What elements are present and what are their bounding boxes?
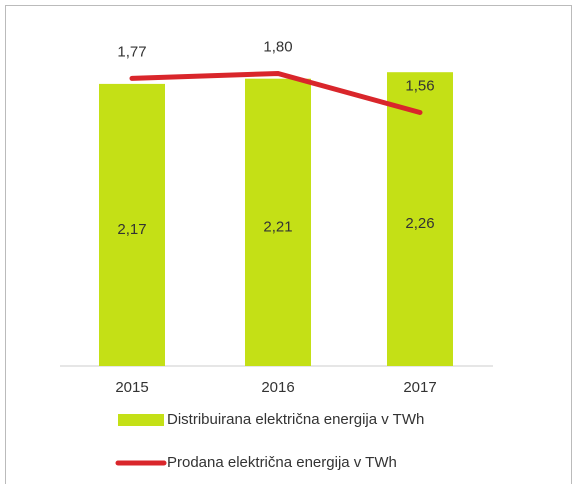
legend-label: Prodana električna energija v TWh [167, 454, 397, 471]
legend-swatch [118, 414, 164, 426]
line-value-label: 1,80 [263, 38, 292, 55]
line [129, 70, 423, 115]
bar-value-label: 2,21 [263, 218, 292, 235]
line-value-label: 1,56 [405, 77, 434, 94]
bar [99, 83, 165, 367]
line-value-label: 1,77 [117, 43, 146, 60]
legend-label: Distribuirana električna energija v TWh [167, 411, 424, 428]
x-tick-label: 2017 [403, 379, 436, 396]
x-tick-label: 2015 [115, 379, 148, 396]
bar-value-label: 2,26 [405, 215, 434, 232]
bar [245, 78, 311, 366]
bar-value-label: 2,17 [117, 221, 146, 238]
x-tick-label: 2016 [261, 379, 294, 396]
bar [387, 72, 453, 366]
